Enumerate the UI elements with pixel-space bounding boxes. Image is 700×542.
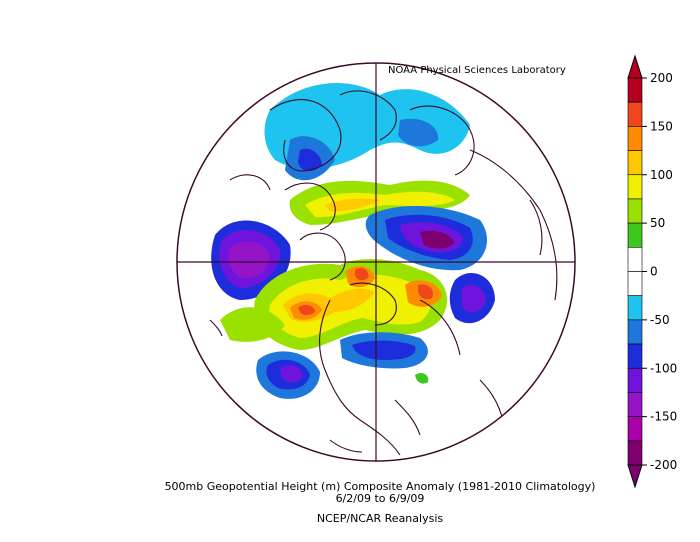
colorbar-segment <box>627 367 643 393</box>
colorbar-segment <box>627 222 643 248</box>
colorbar-segment <box>627 319 643 345</box>
colorbar-segment <box>627 271 643 296</box>
colorbar-segment <box>627 126 643 151</box>
graticule <box>177 63 575 461</box>
colorbar-segment <box>627 295 643 321</box>
colorbar: 200 150 100 50 0 -50 -100 -150 -200 <box>627 54 677 489</box>
colorbar-segment <box>627 247 643 272</box>
colorbar-segment <box>627 198 643 224</box>
coastlines <box>209 90 558 456</box>
colorbar-tick-label: 0 <box>650 265 658 279</box>
colorbar-segment <box>627 101 643 127</box>
dataset-label: NCEP/NCAR Reanalysis <box>316 512 444 525</box>
colorbar-segment <box>627 440 643 466</box>
colorbar-tick-label: -200 <box>650 458 677 472</box>
map-title: 500mb Geopotential Height (m) Composite … <box>164 480 596 493</box>
colorbar-bottom-arrow <box>627 464 643 489</box>
colorbar-segment <box>627 150 643 176</box>
date-range: 6/2/09 to 6/9/09 <box>335 492 425 505</box>
colorbar-segment <box>627 174 643 200</box>
colorbar-tick-label: 200 <box>650 71 673 85</box>
hemisphere-outline <box>176 62 576 462</box>
colorbar-top-arrow <box>627 54 643 79</box>
colorbar-segment <box>627 392 643 417</box>
colorbar-segment <box>627 416 643 442</box>
colorbar-tick-label: 100 <box>650 168 673 182</box>
colorbar-tick-label: 50 <box>650 216 665 230</box>
colorbar-tick-label: -100 <box>650 361 677 375</box>
colorbar-tick-label: 150 <box>650 119 673 133</box>
colorbar-tick-label: -150 <box>650 410 677 424</box>
credit-label: NOAA Physical Sciences Laboratory <box>388 65 566 76</box>
colorbar-segment <box>627 343 643 369</box>
colorbar-tick-label: -50 <box>650 313 670 327</box>
colorbar-segment <box>627 77 643 103</box>
anomaly-shading <box>211 83 495 399</box>
